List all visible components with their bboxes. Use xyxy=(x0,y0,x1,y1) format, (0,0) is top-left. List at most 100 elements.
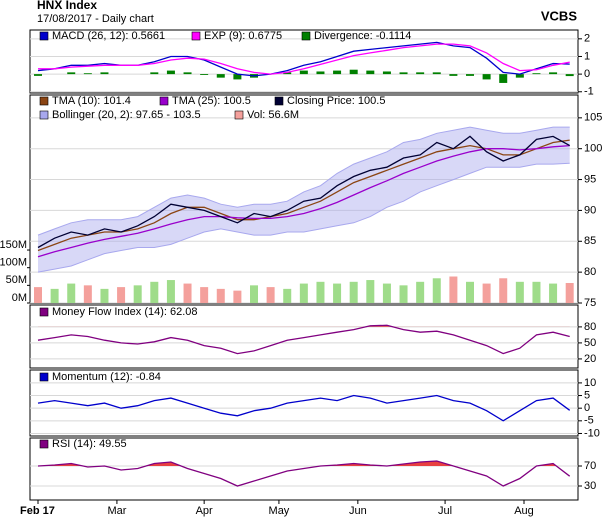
bar xyxy=(83,73,92,75)
plot xyxy=(30,324,578,360)
bar xyxy=(299,283,308,303)
bar xyxy=(83,285,92,303)
y2-tick-label: 100M xyxy=(0,257,27,269)
y-tick-label: 50 xyxy=(584,337,596,349)
bar xyxy=(416,281,425,303)
series-line xyxy=(38,43,570,75)
bar xyxy=(200,74,209,75)
bar xyxy=(416,72,425,75)
bar xyxy=(216,74,225,78)
chart-subtitle: 17/08/2017 - Daily chart xyxy=(37,13,154,25)
bar xyxy=(34,74,42,76)
bar xyxy=(67,72,76,75)
bar xyxy=(449,276,458,303)
bar xyxy=(482,283,491,303)
bar xyxy=(200,287,209,303)
bar xyxy=(34,287,42,303)
y-tick-label: 10 xyxy=(584,377,596,389)
bar xyxy=(432,72,441,75)
x-tick-label: May xyxy=(269,505,290,517)
bar xyxy=(449,74,458,76)
bar xyxy=(349,281,358,303)
chart-title: HNX Index xyxy=(37,0,97,12)
x-tick-label: Aug xyxy=(514,505,534,517)
bar xyxy=(366,70,375,75)
bar xyxy=(499,278,508,303)
panel xyxy=(29,29,579,94)
series-line xyxy=(37,394,571,422)
y-tick-label: -5 xyxy=(584,415,594,427)
legend-swatch xyxy=(39,110,49,120)
y-tick-label: 80 xyxy=(584,321,596,333)
bar xyxy=(100,288,109,303)
legend-label: Momentum (12): -0.84 xyxy=(52,371,161,383)
bollinger-upper xyxy=(37,126,570,236)
legend-swatch xyxy=(159,96,169,106)
plot xyxy=(30,38,578,93)
legend-label: TMA (25): 100.5 xyxy=(172,95,251,107)
panel xyxy=(29,94,579,304)
bar xyxy=(333,70,342,75)
bar xyxy=(283,288,292,303)
y2-tick-label: 0M xyxy=(12,292,27,304)
series-line xyxy=(37,144,570,258)
bar xyxy=(399,72,408,75)
bar xyxy=(466,281,474,303)
bar xyxy=(299,70,308,75)
bar xyxy=(499,74,508,83)
bar xyxy=(183,283,192,303)
bar xyxy=(150,72,159,75)
legend-label: TMA (10): 101.4 xyxy=(52,95,131,107)
bar xyxy=(100,72,109,75)
panel xyxy=(29,304,579,369)
bar xyxy=(565,283,574,303)
bar xyxy=(549,283,558,303)
x-tick-label: Apr xyxy=(196,505,213,517)
legend-swatch xyxy=(39,307,49,317)
legend-swatch xyxy=(301,31,311,41)
x-tick-label: Jul xyxy=(438,505,452,517)
bar xyxy=(233,74,242,80)
y-tick-label: 0 xyxy=(584,68,590,80)
bar xyxy=(216,288,225,303)
bar xyxy=(117,287,126,303)
legend-swatch xyxy=(39,96,49,106)
legend-label: Money Flow Index (14): 62.08 xyxy=(52,306,198,318)
bar xyxy=(482,74,491,80)
y-tick-label: 2 xyxy=(584,33,590,45)
legend-swatch xyxy=(39,372,49,382)
bar xyxy=(316,71,325,75)
y-tick-label: 5 xyxy=(584,389,590,401)
bar xyxy=(316,281,325,303)
y2-tick-label: 150M xyxy=(0,239,27,251)
y-tick-label: 85 xyxy=(584,235,596,247)
panel xyxy=(29,369,579,437)
y-tick-label: 95 xyxy=(584,173,596,185)
plot xyxy=(30,117,578,303)
bar xyxy=(382,71,391,75)
x-tick-label: Jun xyxy=(349,505,367,517)
bar xyxy=(233,290,242,303)
plot xyxy=(30,382,578,434)
bar xyxy=(549,72,558,75)
bar xyxy=(150,281,159,303)
y-tick-label: 70 xyxy=(584,460,596,472)
series-line xyxy=(37,460,571,487)
bar xyxy=(333,283,342,303)
series-line xyxy=(37,135,571,249)
legend-label: MACD (26, 12): 0.5661 xyxy=(52,30,165,42)
bar xyxy=(266,287,275,303)
y-tick-label: 20 xyxy=(584,353,596,365)
legend-swatch xyxy=(191,31,201,41)
bar xyxy=(532,281,541,303)
y-tick-label: 90 xyxy=(584,204,596,216)
y-tick-label: 100 xyxy=(584,143,602,155)
y-tick-label: 75 xyxy=(584,297,596,309)
bar xyxy=(399,285,408,303)
x-tick-label: Mar xyxy=(107,505,126,517)
bar xyxy=(349,69,358,75)
bar xyxy=(283,72,292,75)
bar xyxy=(432,278,441,303)
legend-label: RSI (14): 49.55 xyxy=(52,438,127,450)
